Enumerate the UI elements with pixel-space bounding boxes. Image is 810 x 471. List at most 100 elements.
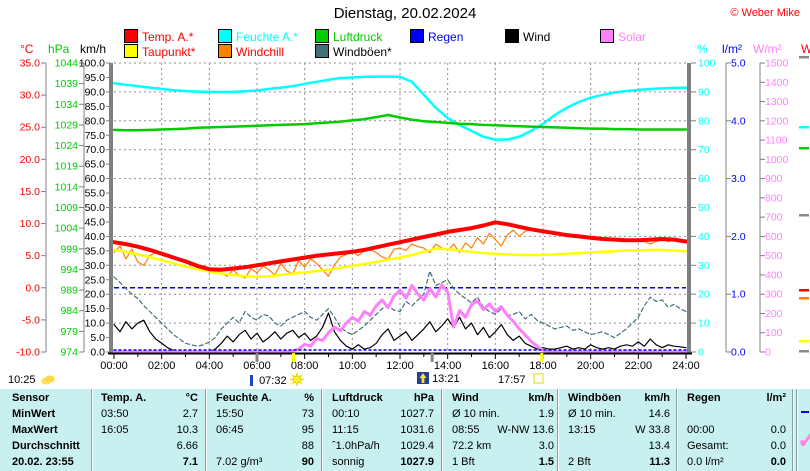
legend-item: Taupunkt* xyxy=(124,44,196,59)
page-title: Dienstag, 20.02.2024 xyxy=(333,5,477,22)
axis-tick-label-kmh: 35.0 xyxy=(85,245,106,257)
legend-label: Taupunkt* xyxy=(142,45,196,59)
table-group-wind: Wind km/h Ø 10 min. 1.9 08:55 W-NW 13.6 72.2 k… xyxy=(446,389,556,471)
axis-tick-label-pct: 80 xyxy=(698,115,710,127)
sun-icon xyxy=(289,373,304,386)
right-edge-mark xyxy=(799,340,809,343)
table-cell-value: 10.3 xyxy=(176,424,198,436)
table-row: 88 xyxy=(210,438,316,454)
axis-tick-label-lm2: 1.0 xyxy=(731,289,746,301)
axis-tick-label-kmh: 20.0 xyxy=(85,289,106,301)
axis-tick-label-temp: 10.0 xyxy=(20,218,41,230)
axis-tick-label-wm2: 1100 xyxy=(765,135,788,147)
table-cell: 20.02. 23:55 xyxy=(12,456,74,468)
table-cell: Ø 10 min. xyxy=(452,408,500,420)
axis-tick-label-kmh: 45.0 xyxy=(85,216,106,228)
table-row: 08:55 W-NW 13.6 xyxy=(446,422,556,438)
right-edge-mark xyxy=(799,214,809,217)
table-cell-value: 0.0 xyxy=(770,424,786,436)
legend-swatch xyxy=(124,29,138,43)
table-row: 06:45 95 xyxy=(210,422,316,438)
legend-label: Solar xyxy=(618,30,647,44)
table-group-temp-a-: Temp. A. °C 03:50 2.7 16:05 10.3 6.66 7.1 xyxy=(95,389,200,471)
table-row: Durchschnitt xyxy=(6,438,88,454)
table-cell-value: hPa xyxy=(413,392,434,404)
right-edge-mark xyxy=(799,56,809,59)
table-cell: 16:05 xyxy=(101,424,129,436)
legend-item: Feuchte A.* xyxy=(218,29,299,44)
legend-label: Temp. A.* xyxy=(142,30,194,44)
x-tick-label: 02:00 xyxy=(148,360,176,372)
table-row: 13.4 xyxy=(562,438,672,454)
axis-tick-label-kmh: 25.0 xyxy=(85,274,106,286)
series-temp-a- xyxy=(112,220,688,272)
moon-icon xyxy=(417,372,429,384)
table-cell-value: 1.9 xyxy=(538,408,554,420)
axis-tick-label-temp: 20.0 xyxy=(20,154,41,166)
axis-tick-label-wm2: 700 xyxy=(765,212,783,224)
axis-tick-label-temp: 5.0 xyxy=(25,250,40,262)
table-row: Luftdruck hPa xyxy=(326,390,436,406)
axis-tick-label-pct: 20 xyxy=(698,289,710,301)
x-tick-label: 14:00 xyxy=(434,360,462,372)
table-cell-value: 11.3 xyxy=(649,456,670,468)
axis-tick-label-hpa: 1034 xyxy=(55,99,79,111)
legend-item: Windchill xyxy=(218,44,284,59)
axis-tick-label-kmh: 95.0 xyxy=(85,72,106,84)
axis-tick-label-hpa: 1029 xyxy=(55,119,79,131)
table-row: Ø 10 min. 1.9 xyxy=(446,406,556,422)
table-cell: 13:15 xyxy=(568,424,596,436)
table-separator xyxy=(676,389,678,471)
table-group-windb-en: Windböen km/h Ø 10 min. 14.6 13:15 W 33.8 13.4… xyxy=(562,389,672,471)
table-cell-value: 7.1 xyxy=(182,456,198,468)
table-cell: Wind xyxy=(452,392,479,404)
twilight-bar-icon xyxy=(250,375,253,386)
axis-tick-label-kmh: 15.0 xyxy=(85,303,106,315)
sun-duration-label: 10:25 xyxy=(8,374,36,386)
axis-tick-label-wm2: 1000 xyxy=(765,154,789,166)
x-tick-label: 18:00 xyxy=(529,360,557,372)
table-cell-value: W 33.8 xyxy=(635,424,670,436)
table-cell-value: 0.0 xyxy=(770,456,786,468)
axis-tick-label-hpa: 1019 xyxy=(55,161,79,173)
table-cell-value: 6.66 xyxy=(176,440,198,452)
axis-tick-label-kmh: 85.0 xyxy=(85,101,106,113)
series-feuchte-a- xyxy=(112,75,688,141)
axis-tick-label-wm2: 500 xyxy=(765,250,783,262)
table-row: 00:00 0.0 xyxy=(681,422,788,438)
table-separator xyxy=(205,389,207,471)
table-group-feuchte-a-: Feuchte A.% 15:50 73 06:45 95 88 7.02 g/m³ 90 xyxy=(210,389,316,471)
table-cell-value: 0.0 xyxy=(770,440,786,452)
table-cell: Sensor xyxy=(12,392,50,404)
axis-tick-label-hpa: 1039 xyxy=(55,78,79,90)
table-row: Sensor xyxy=(6,390,88,406)
axis-tick-label-kmh: 50.0 xyxy=(85,202,106,214)
table-row: sonnig 1027.9 xyxy=(326,454,436,470)
table-separator xyxy=(796,389,798,471)
table-cell: 0.0 l/m² xyxy=(687,456,724,468)
table-cell: Luftdruck xyxy=(332,392,383,404)
table-row: 00:10 1027.7 xyxy=(326,406,436,422)
axis-tick-label-kmh: 60.0 xyxy=(85,173,106,185)
axis-unit-kmh: km/h xyxy=(80,42,106,56)
legend-label: Feuchte A.* xyxy=(236,30,299,44)
table-separator xyxy=(321,389,323,471)
table-row: MinWert xyxy=(6,406,88,422)
axis-tick-label-pct: 30 xyxy=(698,260,710,272)
x-tick-label: 04:00 xyxy=(196,360,224,372)
table-cell-value: 14.6 xyxy=(648,408,670,420)
table-separator xyxy=(441,389,443,471)
table-cell: 00:10 xyxy=(332,408,360,420)
legend-swatch xyxy=(505,29,519,43)
axis-tick-label-pct: 40 xyxy=(698,231,710,243)
axis-tick-label-hpa: 1009 xyxy=(55,202,79,214)
axis-unit-wdir: W xyxy=(801,42,810,56)
table-cell-value: l/m² xyxy=(766,392,786,404)
right-edge-mark xyxy=(799,350,809,353)
table-cell-value: 1031.6 xyxy=(400,424,434,436)
axis-tick-label-kmh: 5.0 xyxy=(90,332,105,344)
x-tick-label: 08:00 xyxy=(291,360,319,372)
legend-swatch xyxy=(315,44,329,58)
axis-tick-label-hpa: 1004 xyxy=(55,223,79,235)
